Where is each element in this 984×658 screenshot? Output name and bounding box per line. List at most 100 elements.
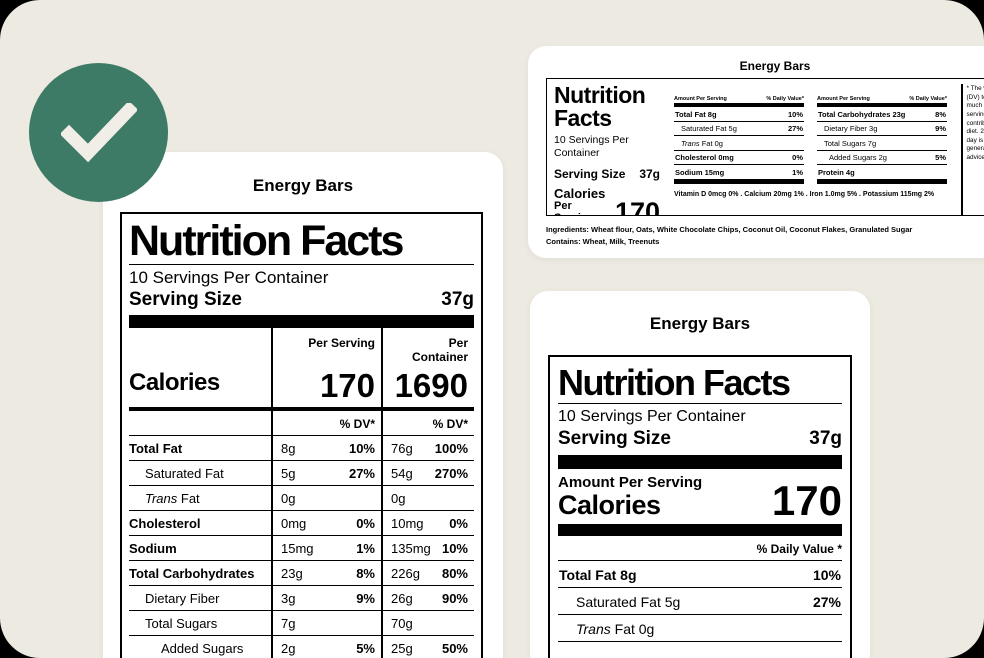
amount: 0g [281, 491, 296, 507]
daily-value: 10% [812, 566, 841, 583]
serving-size-label: Serving Size [554, 167, 626, 182]
calories-value: 170 [614, 196, 660, 216]
nutrient-name: Trans Fat 0g [681, 138, 723, 148]
per-serving-value: 0mg 0% [271, 511, 381, 537]
nutrient-row: Saturated Fat 5g 27% [674, 122, 804, 136]
serving-size-label: Serving Size [558, 427, 671, 449]
servings-per-container: 10 Servings Per Container [558, 407, 746, 425]
nutrition-facts-box: Nutrition Facts 10 Servings Per Containe… [546, 78, 984, 216]
spacer-cell [129, 411, 271, 437]
nutrient-name: Saturated Fat 5g [681, 124, 737, 133]
amount: 10mg [391, 516, 424, 532]
tabular-label-card: Energy Bars Nutrition Facts 10 Servings … [528, 46, 984, 258]
nutrient-name: Total Carbohydrates [129, 561, 271, 587]
nutrient-name: Added Sugars 2g [829, 153, 887, 162]
daily-value: 5% [935, 153, 946, 162]
daily-value: 270% [434, 466, 468, 482]
nutrient-name: Dietary Fiber [129, 586, 271, 612]
nutrient-column-b: Amount Per Serving % Daily Value* Total … [817, 96, 947, 184]
nutrient-rows: Total Fat 8g 10% Saturated Fat 5g 27% Trans … [558, 561, 842, 642]
daily-value: 10% [348, 441, 375, 457]
divider [129, 263, 474, 265]
per-serving-header: Per Serving [271, 327, 381, 364]
vertical-divider [961, 84, 963, 215]
product-name: Energy Bars [252, 176, 354, 195]
nutrient-name: Sodium 15mg [675, 167, 725, 177]
daily-value: 0% [449, 516, 468, 532]
column-header: Amount Per Serving % Daily Value* [674, 96, 804, 102]
calories-per-container: 1690 [381, 363, 474, 412]
calories-per-serving: 170 [271, 363, 381, 412]
nutrient-columns: Amount Per Serving % Daily Value* Total … [674, 84, 956, 215]
thick-divider-bar [674, 179, 804, 184]
label-info-section: Nutrition Facts 10 Servings Per Containe… [554, 82, 668, 216]
amount: 226g [391, 566, 420, 582]
daily-value: 100% [434, 441, 468, 457]
nutrient-name: Protein 4g [818, 167, 855, 177]
amount: 5g [281, 466, 296, 482]
serving-size-row: Serving Size 37g [129, 289, 474, 311]
nutrient-row: Dietary Fiber 3g 9% [817, 122, 947, 136]
serving-size-row: Serving Size 37g [554, 167, 660, 181]
nutrient-row: Sodium 15mg 1% [674, 165, 804, 180]
per-container-value: 76g 100% [381, 436, 474, 462]
micronutrients-line: Vitamin D 0mcg 0% . Calcium 20mg 1% . Ir… [674, 190, 935, 198]
nutrient-name: Sodium [129, 536, 271, 562]
nutrient-name: Saturated Fat [129, 461, 271, 487]
daily-value: 0% [356, 516, 375, 532]
thick-divider-bar [674, 103, 804, 107]
nutrient-row: Total Carbohydrates 23g 8% [817, 107, 947, 122]
per-container-value: 135mg 10% [381, 536, 474, 562]
amount: 0g [391, 491, 406, 507]
thick-divider-bar [558, 523, 842, 536]
nutrient-name: Added Sugars [129, 636, 271, 658]
amount: 23g [281, 566, 303, 582]
per-container-value: 0g [381, 486, 474, 512]
serving-size-row: Serving Size 37g [558, 428, 842, 450]
dual-column-label-card: Energy Bars Nutrition Facts 10 Servings … [103, 152, 503, 658]
daily-value: 9% [356, 591, 375, 607]
amount: 15mg [281, 541, 314, 557]
nutrient-name: Trans Fat [129, 486, 271, 512]
contains-line: Contains: Wheat, Milk, Treenuts [546, 237, 660, 246]
column-header: Amount Per Serving % Daily Value* [817, 96, 947, 102]
serving-size-value: 37g [441, 288, 474, 310]
nutrient-row: Total Fat 8g 10% [558, 561, 842, 588]
nutrition-facts-title: Nutrition Facts [558, 362, 791, 403]
nutrient-name: Total Fat [129, 436, 271, 462]
nutrient-row: Total Fat 8g 10% [674, 107, 804, 122]
nutrient-name: Total Sugars [129, 611, 271, 637]
nutrient-name: Cholesterol 0mg [675, 153, 734, 162]
daily-value: 9% [935, 124, 946, 133]
amount: 2g [281, 641, 296, 657]
checkmark-icon [60, 102, 137, 162]
nutrient-name: Total Carbohydrates 23g [818, 109, 906, 119]
daily-value: 1% [356, 541, 375, 557]
daily-value: 0% [792, 153, 803, 162]
nutrition-facts-title: Nutrition Facts [554, 82, 646, 131]
daily-value: 27% [812, 593, 841, 610]
per-container-value: 26g 90% [381, 586, 474, 612]
amount: 7g [281, 616, 296, 632]
daily-value: 27% [787, 124, 803, 133]
daily-value: 1% [792, 167, 803, 177]
nutrient-row: Trans Fat 0g [558, 615, 842, 642]
daily-value: 90% [441, 591, 468, 607]
dv-header: % Daily Value * [558, 536, 842, 561]
thick-divider-bar [817, 103, 947, 107]
serving-size-value: 37g [809, 427, 842, 449]
per-serving-value: 7g [271, 611, 381, 637]
nutrient-row: Added Sugars 2g 5% [817, 151, 947, 165]
daily-value: 80% [441, 566, 468, 582]
ingredients-section: Ingredients: Wheat flour, Oats, White Ch… [546, 224, 984, 248]
nutrient-row: Trans Fat 0g [674, 136, 804, 151]
amount: 26g [391, 591, 413, 607]
amount: 0mg [281, 516, 307, 532]
calories-label: Calories Per Serving [554, 186, 606, 215]
nutrient-name: Dietary Fiber 3g [824, 124, 878, 133]
standard-label-card: Energy Bars Nutrition Facts 10 Servings … [530, 291, 870, 658]
per-serving-value: 2g 5% [271, 636, 381, 658]
nutrient-name: Total Sugars 7g [824, 138, 877, 148]
per-serving-value: 3g 9% [271, 586, 381, 612]
